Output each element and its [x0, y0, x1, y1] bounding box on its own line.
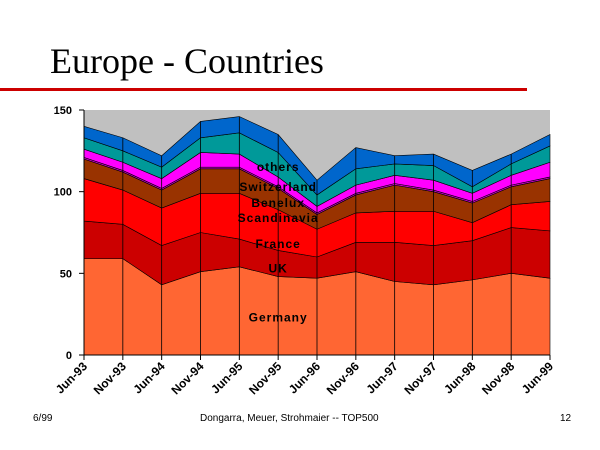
series-label-scandinavia: Scandinavia [238, 211, 319, 225]
x-tick-label: Jun-96 [286, 359, 323, 396]
series-label-switzerland: Switzerland [239, 180, 317, 194]
y-tick-label: 150 [54, 105, 72, 117]
x-tick-label: Nov-95 [246, 359, 284, 397]
x-tick-label: Jun-97 [364, 359, 401, 396]
footer-credit: Dongarra, Meuer, Strohmaier -- TOP500 [200, 413, 379, 424]
x-tick-label: Jun-99 [519, 359, 556, 396]
series-label-others: others [257, 160, 300, 174]
x-tick-label: Nov-93 [91, 359, 129, 397]
x-tick-label: Nov-97 [401, 359, 439, 397]
footer-date: 6/99 [33, 413, 53, 424]
y-tick-label: 50 [60, 268, 72, 280]
slide-title: Europe - Countries [50, 41, 324, 81]
y-tick-label: 0 [66, 350, 72, 362]
series-label-benelux: Benelux [251, 196, 305, 210]
series-label-france: France [255, 237, 300, 251]
x-tick-label: Nov-98 [479, 359, 517, 397]
x-tick-label: Nov-96 [324, 359, 362, 397]
x-tick-label: Nov-94 [168, 359, 206, 397]
title-rule [0, 88, 527, 91]
x-tick-label: Jun-93 [53, 359, 90, 396]
x-tick-label: Jun-94 [131, 359, 168, 396]
x-tick-label: Jun-95 [208, 359, 245, 396]
series-label-uk: UK [268, 261, 287, 275]
y-tick-label: 100 [54, 187, 72, 199]
x-tick-label: Jun-98 [441, 359, 478, 396]
series-label-germany: Germany [249, 310, 308, 324]
page-number: 12 [560, 413, 572, 424]
